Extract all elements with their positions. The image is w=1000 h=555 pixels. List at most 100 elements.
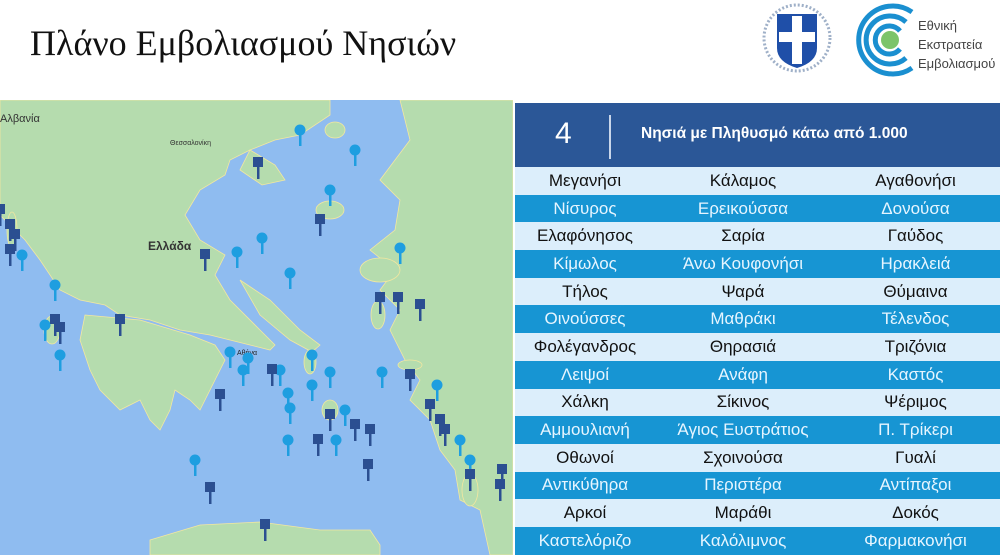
map-pin-icon[interactable] bbox=[349, 144, 361, 167]
map-pin-icon[interactable] bbox=[306, 379, 318, 402]
island-name: Ηρακλειά bbox=[880, 253, 951, 273]
table-row: Κίμωλος Άνω Κουφονήσι Ηρακλειά bbox=[515, 250, 1000, 278]
island-name: Μαθράκι bbox=[710, 309, 776, 329]
map-flag-icon[interactable] bbox=[405, 369, 415, 391]
map-flag-icon[interactable] bbox=[393, 292, 403, 314]
map-flag-icon[interactable] bbox=[497, 464, 507, 486]
map-flag-icon[interactable] bbox=[115, 314, 125, 336]
island-name: Ερεικούσσα bbox=[697, 198, 789, 218]
map-pin-icon[interactable] bbox=[454, 434, 466, 457]
map-pin-icon[interactable] bbox=[282, 434, 294, 457]
map-pin-icon[interactable] bbox=[284, 267, 296, 290]
map-pin-icon[interactable] bbox=[231, 246, 243, 269]
island-name: Ελαφόνησος bbox=[537, 226, 633, 246]
island-name: Αρκοί bbox=[563, 503, 607, 523]
logo-text: Εθνική Εκστρατεία Εμβολιασμού bbox=[918, 16, 995, 73]
map-pin-icon[interactable] bbox=[339, 404, 351, 427]
island-name: Αγαθονήσι bbox=[875, 170, 956, 190]
islands-map[interactable]: Αλβανία Θεσσαλονίκη Ελλάδα Αθήνα bbox=[0, 100, 513, 555]
map-flag-icon[interactable] bbox=[5, 244, 15, 266]
table-row: Λειψοί Ανάφη Καστός bbox=[515, 360, 1000, 389]
markers bbox=[0, 124, 507, 541]
table-row: Οθωνοί Σχοινούσα Γυαλί bbox=[515, 443, 1000, 472]
island-name: Δονούσα bbox=[881, 198, 950, 218]
island-name: Σίκινος bbox=[716, 392, 770, 412]
map-flag-icon[interactable] bbox=[253, 157, 263, 179]
map-pin-icon[interactable] bbox=[49, 279, 61, 302]
map-flag-icon[interactable] bbox=[350, 419, 360, 441]
map-flag-icon[interactable] bbox=[365, 424, 375, 446]
table-row: Αρκοί Μαράθι Δοκός bbox=[515, 499, 1000, 527]
map-flag-icon[interactable] bbox=[200, 249, 210, 271]
map-pin-icon[interactable] bbox=[330, 434, 342, 457]
island-name: Άνω Κουφονήσι bbox=[682, 253, 804, 273]
map-flag-icon[interactable] bbox=[425, 399, 435, 421]
land bbox=[0, 100, 513, 555]
table-row: Μεγανήσι Κάλαμος Αγαθονήσι bbox=[515, 167, 1000, 195]
map-flag-icon[interactable] bbox=[260, 519, 270, 541]
island-name: Νίσυρος bbox=[553, 198, 617, 218]
map-pin-icon[interactable] bbox=[39, 319, 51, 342]
map-pin-icon[interactable] bbox=[224, 346, 236, 369]
island-name: Άγιος Ευστράτιος bbox=[677, 420, 809, 440]
map-pin-icon[interactable] bbox=[394, 242, 406, 265]
map-pin-icon[interactable] bbox=[256, 232, 268, 255]
thasos bbox=[324, 121, 346, 139]
map-flag-icon[interactable] bbox=[215, 389, 225, 411]
map-flag-icon[interactable] bbox=[0, 204, 5, 226]
island-name: Καστελόριζο bbox=[538, 530, 632, 550]
group-number: 4 bbox=[555, 117, 572, 150]
map-pin-icon[interactable] bbox=[54, 349, 66, 372]
island-name: Μαράθι bbox=[714, 503, 772, 523]
map-pin-icon[interactable] bbox=[431, 379, 443, 402]
map-flag-icon[interactable] bbox=[465, 469, 475, 491]
page-title: Πλάνο Εμβολιασμού Νησιών bbox=[30, 23, 457, 63]
table-row: Νίσυρος Ερεικούσσα Δονούσα bbox=[515, 194, 1000, 223]
panel-heading: Νησιά με Πληθυσμό κάτω από 1.000 bbox=[641, 125, 908, 142]
table-row: Αντικύθηρα Περιστέρα Αντίπαξοι bbox=[515, 471, 1000, 500]
island-name: Οθωνοί bbox=[556, 447, 614, 467]
map-flag-icon[interactable] bbox=[55, 322, 65, 344]
map-flag-icon[interactable] bbox=[415, 299, 425, 321]
map-pin-icon[interactable] bbox=[324, 184, 336, 207]
island-name: Σαρία bbox=[721, 226, 765, 246]
map-pin-icon[interactable] bbox=[464, 454, 476, 477]
map-flag-icon[interactable] bbox=[440, 424, 450, 446]
map-pin-icon[interactable] bbox=[306, 349, 318, 372]
map-flag-icon[interactable] bbox=[10, 229, 20, 251]
map-label-thessaloniki: Θεσσαλονίκη bbox=[170, 139, 211, 147]
map-flag-icon[interactable] bbox=[363, 459, 373, 481]
island-name: Θύμαινα bbox=[883, 281, 948, 301]
map-pin-icon[interactable] bbox=[237, 364, 249, 387]
table-row: Τήλος Ψαρά Θύμαινα bbox=[515, 277, 1000, 306]
map-pin-icon[interactable] bbox=[282, 387, 294, 410]
map-pin-icon[interactable] bbox=[274, 364, 286, 387]
panel-header: 4 Νησιά με Πληθυσμό κάτω από 1.000 bbox=[515, 103, 1000, 167]
map-flag-icon[interactable] bbox=[375, 292, 385, 314]
island-name: Λειψοί bbox=[560, 364, 610, 384]
map-pin-icon[interactable] bbox=[376, 366, 388, 389]
map-flag-icon[interactable] bbox=[50, 314, 60, 336]
logo-line: Εμβολιασμού bbox=[918, 56, 996, 71]
island-name: Σχοινούσα bbox=[703, 447, 783, 467]
island-name: Τριζόνια bbox=[884, 336, 947, 356]
map-pin-icon[interactable] bbox=[242, 352, 254, 375]
island-name: Αντίπαξοι bbox=[879, 475, 952, 495]
map-flag-icon[interactable] bbox=[205, 482, 215, 504]
island-name: Φολέγανδρος bbox=[533, 336, 637, 356]
map-pin-icon[interactable] bbox=[189, 454, 201, 477]
map-pin-icon[interactable] bbox=[16, 249, 28, 272]
map-flag-icon[interactable] bbox=[267, 364, 277, 386]
map-flag-icon[interactable] bbox=[313, 434, 323, 456]
map-flag-icon[interactable] bbox=[315, 214, 325, 236]
table-row: Χάλκη Σίκινος Ψέριμος bbox=[515, 388, 1000, 417]
island-name: Γυαλί bbox=[895, 447, 936, 467]
map-pin-icon[interactable] bbox=[294, 124, 306, 147]
map-flag-icon[interactable] bbox=[495, 479, 505, 501]
map-pin-icon[interactable] bbox=[324, 366, 336, 389]
divider bbox=[609, 115, 611, 159]
map-flag-icon[interactable] bbox=[325, 409, 335, 431]
map-pin-icon[interactable] bbox=[284, 402, 296, 425]
island-name: Τέλενδος bbox=[881, 309, 950, 329]
table-row: Φολέγανδρος Θηρασιά Τριζόνια bbox=[515, 333, 1000, 361]
